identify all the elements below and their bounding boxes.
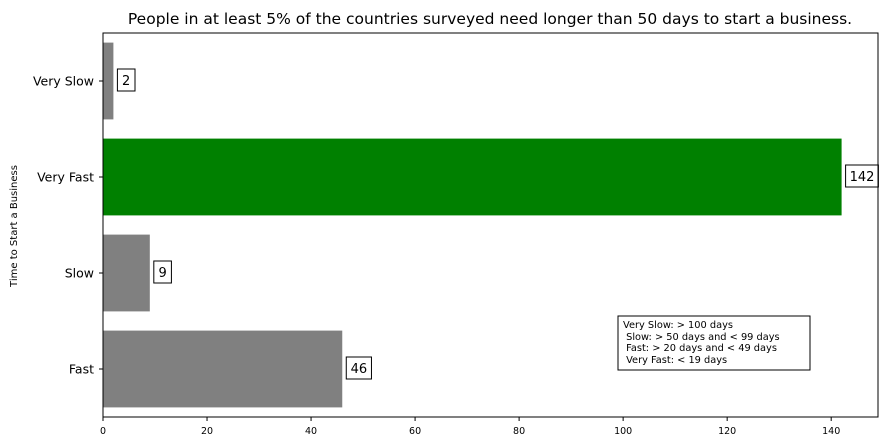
x-tick-label: 140 xyxy=(822,426,840,437)
value-label-box xyxy=(153,260,172,284)
x-tick-label: 120 xyxy=(718,426,736,437)
bars-layer: 46 9 142 2 xyxy=(103,42,879,408)
definitions-box: Very Slow: > 100 days Slow: > 50 days an… xyxy=(617,315,811,371)
x-tick-label: 80 xyxy=(513,426,525,437)
value-label: 46 xyxy=(351,362,368,377)
definitions-line-very-slow: Very Slow: > 100 days xyxy=(623,320,733,331)
bar-very-fast xyxy=(103,138,842,216)
y-tick-label: Slow xyxy=(65,266,94,281)
definitions-box-frame xyxy=(617,315,811,371)
x-tick-label: 20 xyxy=(201,426,213,437)
x-tick-label: 60 xyxy=(409,426,421,437)
bar-fast xyxy=(103,330,343,408)
bar-slow xyxy=(103,234,150,312)
plot-frame xyxy=(102,32,879,418)
value-label: 2 xyxy=(122,74,130,89)
x-tick-label: 40 xyxy=(305,426,317,437)
chart-title: People in at least 5% of the countries s… xyxy=(128,10,852,28)
definitions-line-fast: Fast: > 20 days and < 49 days xyxy=(623,343,777,354)
x-axis-ticks: 0 20 40 60 80 100 120 140 xyxy=(100,417,840,437)
y-tick-label: Very Slow xyxy=(33,74,94,89)
y-tick-label: Very Fast xyxy=(37,170,94,185)
y-axis-label: Time to Start a Business xyxy=(9,165,20,288)
y-tick-label: Fast xyxy=(69,362,94,377)
value-label-box xyxy=(116,68,136,92)
value-label-box xyxy=(345,356,372,380)
y-axis-ticks: Fast Slow Very Fast Very Slow xyxy=(33,74,103,377)
value-label: 9 xyxy=(158,266,166,281)
x-tick-label: 0 xyxy=(100,426,106,437)
x-tick-label: 100 xyxy=(614,426,632,437)
definitions-line-very-fast: Very Fast: < 19 days xyxy=(623,355,727,366)
bar-very-slow xyxy=(103,42,114,120)
value-label: 142 xyxy=(850,170,875,185)
definitions-line-slow: Slow: > 50 days and < 99 days xyxy=(623,332,780,343)
